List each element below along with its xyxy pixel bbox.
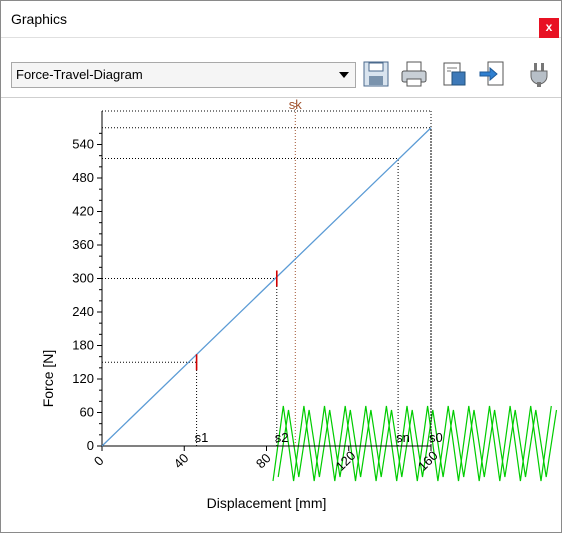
close-button[interactable]: x: [539, 18, 559, 38]
marker-label-s2: s2: [275, 430, 289, 445]
export-icon[interactable]: [477, 59, 507, 89]
print-icon[interactable]: [399, 59, 429, 89]
y-tick-label: 540: [72, 137, 94, 152]
diagram-select-value: Force-Travel-Diagram: [16, 67, 143, 82]
y-tick-label: 360: [72, 237, 94, 252]
plug-icon[interactable]: [524, 59, 554, 89]
y-tick-label: 300: [72, 271, 94, 286]
y-tick-label: 420: [72, 204, 94, 219]
x-tick-label: 40: [171, 450, 192, 471]
marker-label-sn: sn: [396, 430, 410, 445]
sk-label: sk: [289, 98, 303, 112]
marker-label-s0: s0: [429, 430, 443, 445]
chevron-down-icon[interactable]: [339, 72, 349, 78]
chart-area: 0 60 120 180 240 300 360 420 480 540 0 40 80 120 160 Di…: [1, 97, 561, 532]
y-tick-label: 0: [87, 438, 94, 453]
y-axis-label: Force [N]: [40, 350, 56, 408]
x-tick-label: 80: [253, 450, 274, 471]
y-tick-label: 240: [72, 304, 94, 319]
y-tick-label: 480: [72, 170, 94, 185]
marker-label-s1: s1: [195, 430, 209, 445]
title-bar: Graphics x: [1, 1, 561, 38]
x-axis-label: Displacement [mm]: [207, 495, 327, 511]
clipboard-icon[interactable]: [439, 59, 469, 89]
y-tick-label: 180: [72, 338, 94, 353]
y-tick-label: 120: [72, 371, 94, 386]
diagram-select[interactable]: Force-Travel-Diagram: [11, 62, 356, 88]
x-tick-label: 0: [91, 453, 107, 469]
window-title: Graphics: [11, 11, 68, 27]
y-tick-label: 60: [80, 405, 94, 420]
spring-coil-back: [277, 409, 558, 478]
spring-coil-front: [272, 405, 552, 482]
force-line: [101, 127, 432, 447]
save-icon[interactable]: [361, 59, 391, 89]
toolbar: Force-Travel-Diagram: [1, 53, 561, 98]
